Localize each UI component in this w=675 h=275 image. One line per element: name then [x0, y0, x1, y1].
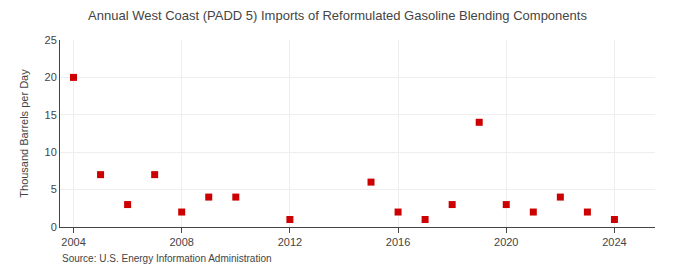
svg-text:2012: 2012	[278, 236, 302, 248]
svg-text:Annual West Coast (PADD 5) Imp: Annual West Coast (PADD 5) Imports of Re…	[88, 8, 587, 23]
svg-text:2016: 2016	[386, 236, 410, 248]
svg-text:20: 20	[45, 71, 57, 83]
svg-text:0: 0	[51, 221, 57, 233]
svg-text:2024: 2024	[602, 236, 626, 248]
svg-text:25: 25	[45, 34, 57, 46]
svg-text:2008: 2008	[169, 236, 193, 248]
svg-text:Thousand Barrels per Day: Thousand Barrels per Day	[18, 69, 30, 198]
svg-text:5: 5	[51, 183, 57, 195]
svg-text:10: 10	[45, 146, 57, 158]
svg-text:Source: U.S. Energy Informatio: Source: U.S. Energy Information Administ…	[62, 253, 272, 264]
svg-text:15: 15	[45, 109, 57, 121]
svg-text:2004: 2004	[61, 236, 85, 248]
svg-text:2020: 2020	[494, 236, 518, 248]
